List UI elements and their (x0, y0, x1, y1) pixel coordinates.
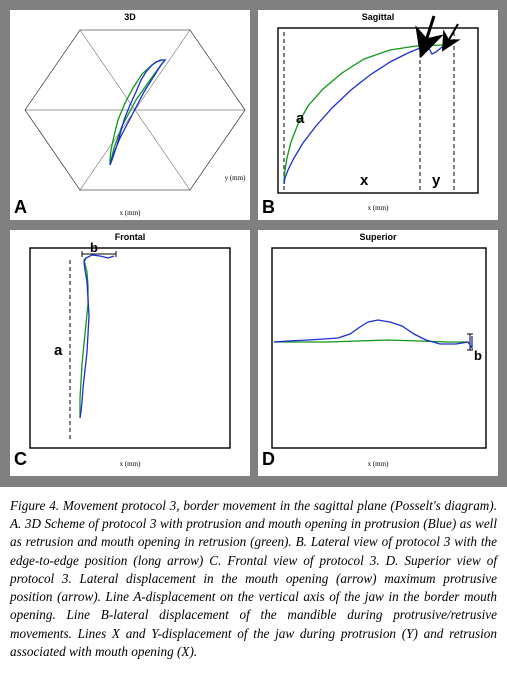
panel-a: 3D x (mm) y (mm) A (10, 10, 250, 220)
panel-c-label: C (14, 449, 27, 470)
long-arrow (425, 16, 434, 44)
panel-b: Sagittal x (mm) a x y B (258, 10, 498, 220)
ann-b: b (474, 348, 482, 363)
panel-c: Frontal x (mm) b a C (10, 230, 250, 476)
protrusion-trace (110, 60, 165, 165)
figure-caption: Figure 4. Movement protocol 3, border mo… (10, 497, 497, 661)
protrusion-trace (284, 43, 454, 184)
svg-text:x (mm): x (mm) (120, 209, 141, 217)
vlines (284, 32, 454, 190)
ann-b: b (90, 240, 98, 255)
svg-text:y (mm): y (mm) (225, 174, 246, 182)
figure-4-block: 3D x (mm) y (mm) A Sagittal (0, 0, 507, 487)
ann-a: a (54, 342, 62, 359)
protrusion-trace (274, 320, 472, 348)
svg-text:x (mm): x (mm) (120, 460, 141, 468)
retrusion-trace (110, 60, 165, 165)
panel-d-label: D (262, 449, 275, 470)
panel-c-svg: x (mm) (10, 230, 250, 476)
ann-x: x (360, 172, 368, 189)
svg-text:x (mm): x (mm) (368, 204, 389, 212)
panel-b-label: B (262, 197, 275, 218)
retrusion-trace (284, 43, 454, 184)
ann-y: y (432, 172, 440, 189)
panel-a-svg: x (mm) y (mm) (10, 10, 250, 220)
panel-d-svg: x (mm) (258, 230, 498, 476)
caption-fignum: Figure 4. (10, 498, 59, 513)
panel-b-svg: x (mm) (258, 10, 498, 220)
short-arrow (447, 24, 458, 43)
svg-text:x (mm): x (mm) (368, 460, 389, 468)
caption-text: Movement protocol 3, border movement in … (10, 498, 497, 659)
ann-a: a (296, 110, 304, 127)
panel-d: Superior x (mm) b D (258, 230, 498, 476)
panel-a-label: A (14, 197, 27, 218)
